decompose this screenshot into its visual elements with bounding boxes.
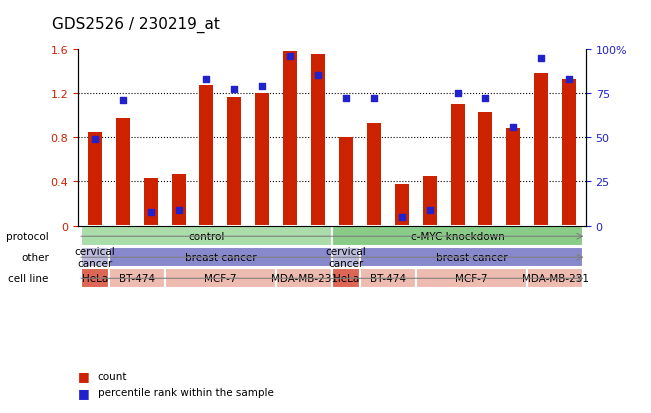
Text: other: other (21, 253, 49, 263)
Point (396, 214, 407, 221)
Text: ■: ■ (78, 386, 90, 399)
Point (173, 207, 184, 214)
FancyBboxPatch shape (109, 247, 332, 268)
Text: BT-474: BT-474 (370, 274, 406, 284)
Bar (172, 174, 186, 226)
FancyBboxPatch shape (332, 227, 583, 247)
Text: ■: ■ (78, 369, 90, 382)
FancyBboxPatch shape (416, 268, 527, 289)
FancyBboxPatch shape (81, 227, 332, 247)
Point (90, 136, 100, 143)
Text: GDS2526 / 230219_at: GDS2526 / 230219_at (52, 17, 220, 33)
Bar (478, 112, 492, 226)
Bar (450, 105, 465, 226)
Point (118, 97, 128, 104)
Text: control: control (188, 232, 225, 242)
Bar (506, 129, 520, 226)
FancyBboxPatch shape (332, 268, 360, 289)
Bar (534, 74, 548, 226)
Point (424, 207, 435, 214)
Point (368, 96, 379, 102)
Point (229, 87, 240, 93)
Text: BT-474: BT-474 (118, 274, 155, 284)
FancyBboxPatch shape (165, 268, 276, 289)
FancyBboxPatch shape (527, 268, 583, 289)
Text: MDA-MB-231: MDA-MB-231 (271, 274, 338, 284)
Bar (562, 79, 576, 226)
Point (257, 83, 268, 90)
Bar (88, 132, 102, 226)
Point (452, 90, 463, 97)
Bar (255, 94, 270, 226)
Text: breast cancer: breast cancer (185, 253, 256, 263)
Text: count: count (98, 371, 127, 381)
Bar (367, 123, 381, 226)
Text: protocol: protocol (6, 232, 49, 242)
Text: MCF-7: MCF-7 (204, 274, 237, 284)
Text: percentile rank within the sample: percentile rank within the sample (98, 387, 273, 397)
Point (480, 96, 491, 102)
FancyBboxPatch shape (332, 247, 360, 268)
Point (145, 209, 156, 215)
Text: HeLa: HeLa (82, 274, 108, 284)
Point (340, 96, 351, 102)
Bar (422, 176, 437, 226)
Text: breast cancer: breast cancer (436, 253, 507, 263)
Text: cervical
cancer: cervical cancer (326, 247, 367, 268)
Bar (339, 138, 353, 226)
Bar (227, 98, 242, 226)
Text: MCF-7: MCF-7 (455, 274, 488, 284)
FancyBboxPatch shape (360, 247, 583, 268)
Bar (283, 52, 297, 226)
FancyBboxPatch shape (81, 247, 109, 268)
Text: cell line: cell line (8, 274, 49, 284)
Point (564, 76, 574, 83)
FancyBboxPatch shape (360, 268, 416, 289)
Text: MDA-MB-231: MDA-MB-231 (521, 274, 589, 284)
Point (313, 73, 324, 79)
Text: c-MYC knockdown: c-MYC knockdown (411, 232, 505, 242)
Bar (395, 184, 409, 226)
Bar (144, 179, 158, 226)
FancyBboxPatch shape (276, 268, 332, 289)
Point (201, 76, 212, 83)
Point (536, 55, 546, 62)
Point (285, 53, 296, 60)
Bar (116, 119, 130, 226)
Text: cervical
cancer: cervical cancer (74, 247, 115, 268)
Text: HeLa: HeLa (333, 274, 359, 284)
FancyBboxPatch shape (109, 268, 165, 289)
FancyBboxPatch shape (81, 268, 109, 289)
Bar (199, 86, 214, 226)
Bar (311, 55, 325, 226)
Point (508, 124, 519, 131)
